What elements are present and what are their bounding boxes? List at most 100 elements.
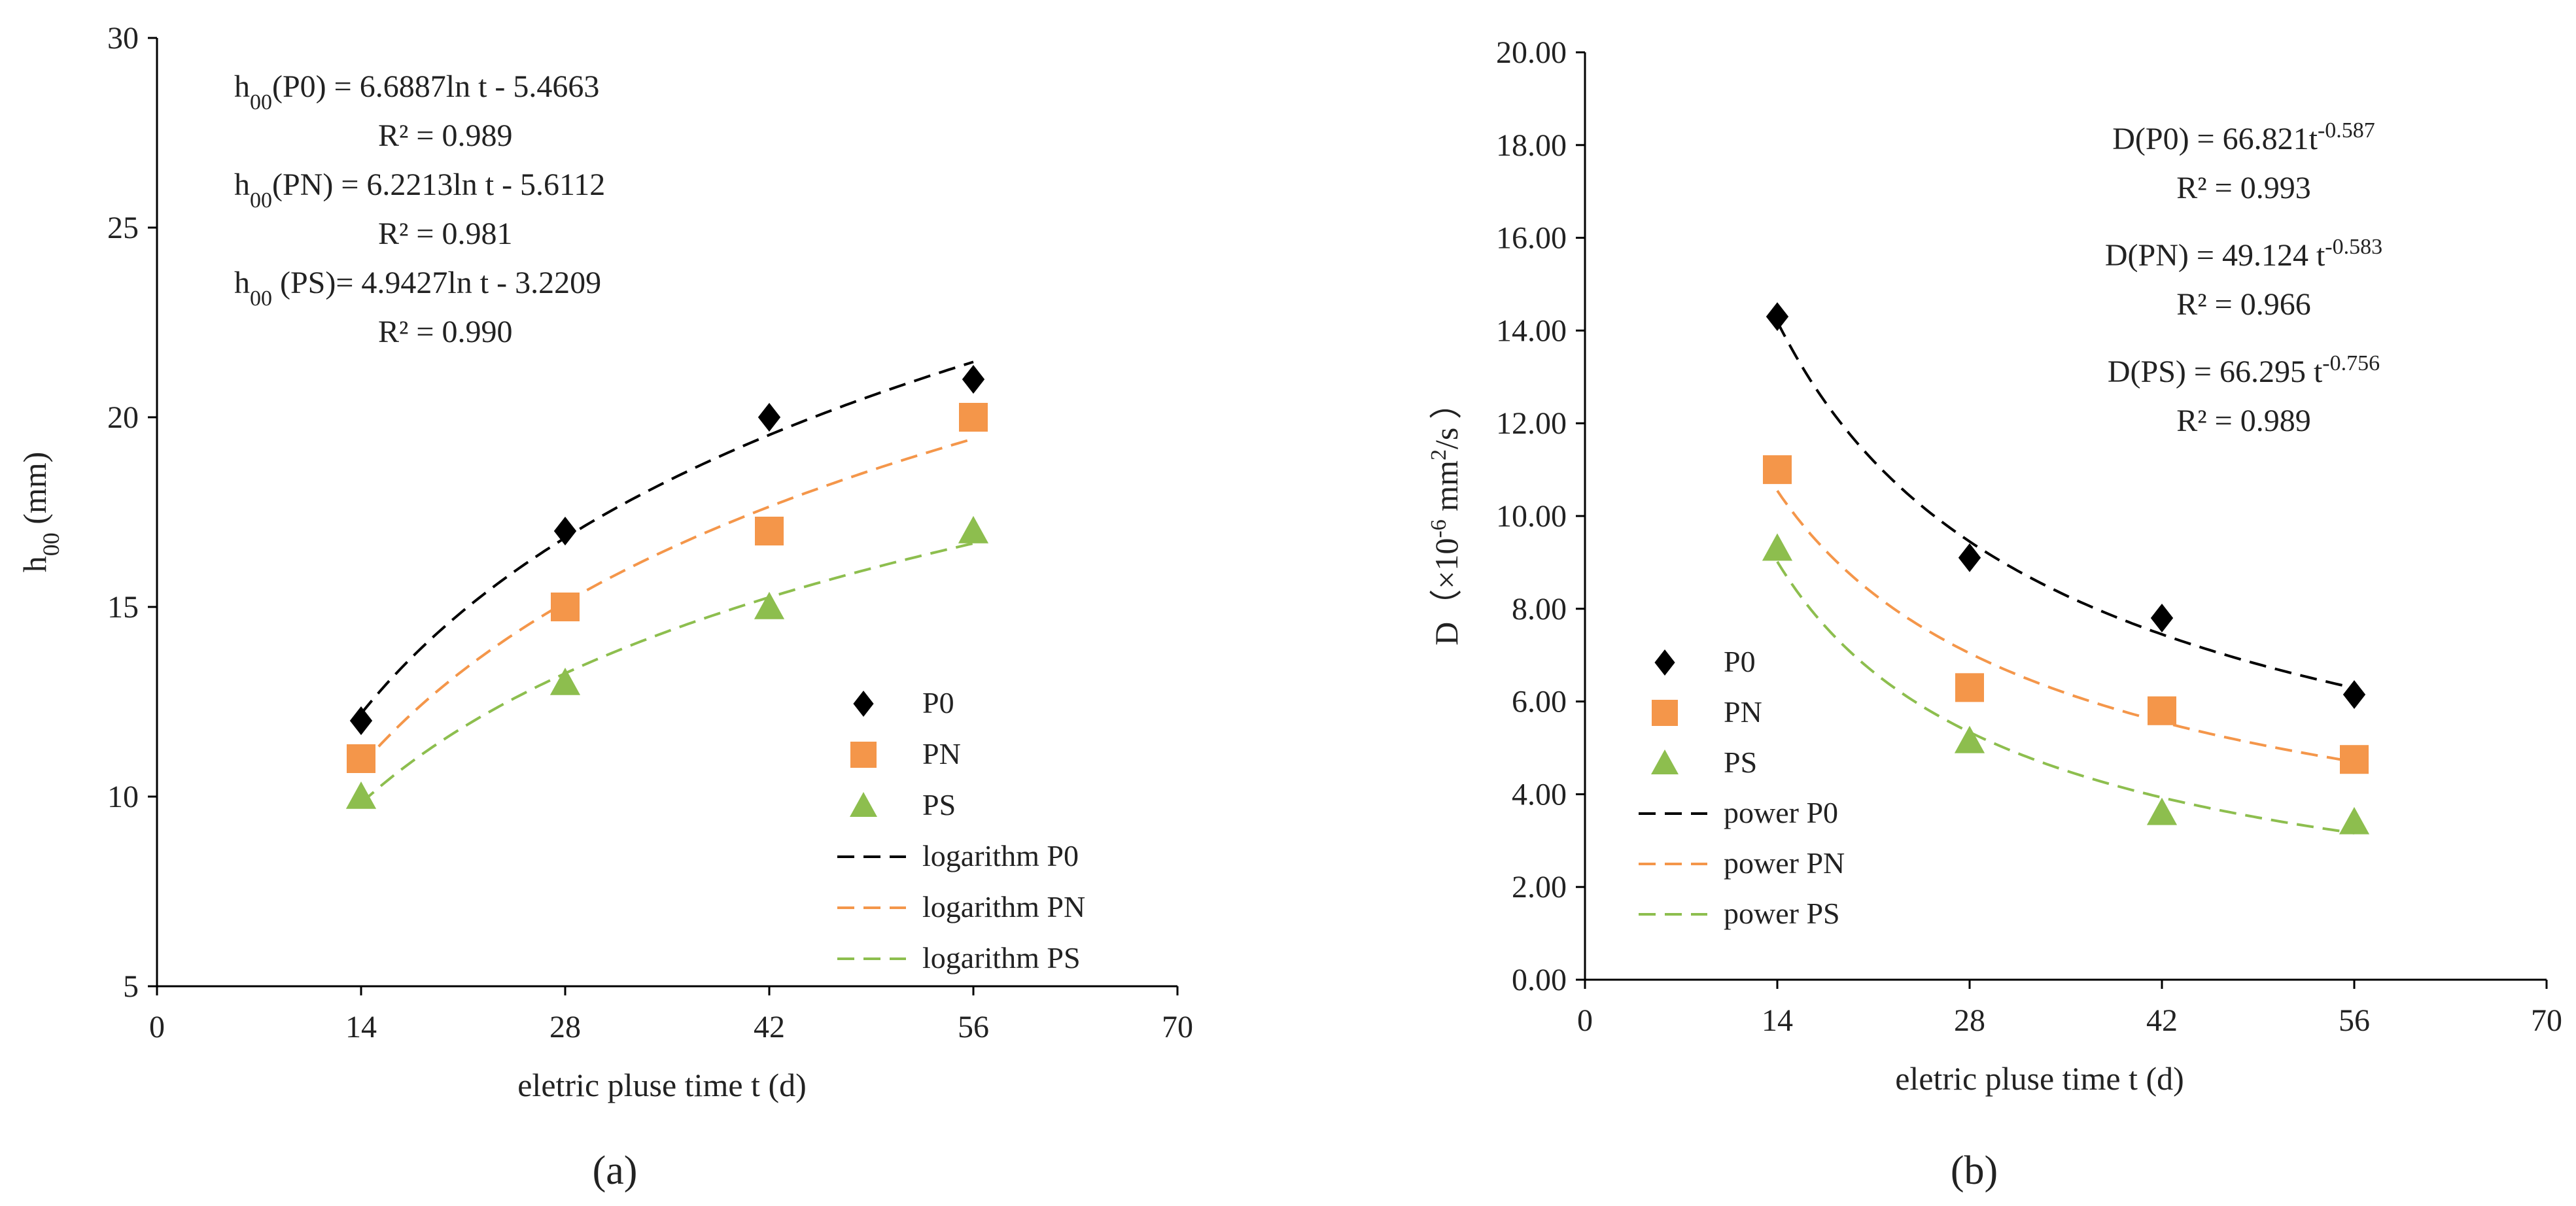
text-part: 00 <box>250 286 272 311</box>
y-tick-label: 8.00 <box>1512 592 1567 627</box>
text-part: -6 <box>1427 519 1451 538</box>
fit-r-squared: R² = 0.966 <box>2176 287 2310 322</box>
y-tick-label: 0.00 <box>1512 963 1567 997</box>
y-tick-label: 25 <box>107 211 139 245</box>
x-tick-label: 56 <box>2339 1003 2370 1038</box>
legend-label-pn: PN <box>1724 695 1762 729</box>
panel-label: (a) <box>593 1148 638 1193</box>
text-part: = 6.6887ln t - 5.4663 <box>326 69 600 104</box>
trendline-logarithm-ps <box>360 542 974 804</box>
text-part: = 6.2213ln t - 5.6112 <box>333 167 605 202</box>
legend-label-logarithm-ps: logarithm PS <box>922 941 1081 974</box>
fit-equation: h00(P0) = 6.6887ln t - 5.4663 <box>234 69 599 114</box>
y-tick-label: 30 <box>107 21 139 56</box>
y-tick-label: 14.00 <box>1496 313 1567 348</box>
text-part: = 4.9427ln t - 3.2209 <box>336 266 601 300</box>
x-tick-label: 56 <box>958 1010 989 1044</box>
trendline-power-pn <box>1776 490 2355 763</box>
legend-label-ps: PS <box>1724 746 1757 779</box>
text-part: mm <box>1428 460 1465 519</box>
legend-label-ps: PS <box>922 788 956 821</box>
text-part: (PN) <box>272 167 333 202</box>
data-point-p0 <box>1958 543 1981 572</box>
y-tick-label: 10.00 <box>1496 499 1567 534</box>
y-tick-label: 12.00 <box>1496 406 1567 441</box>
text-part: 2 <box>1427 449 1451 460</box>
x-tick-label: 14 <box>345 1010 377 1044</box>
data-point-pn <box>2148 696 2176 725</box>
y-tick-label: 4.00 <box>1512 777 1567 812</box>
x-tick-label: 0 <box>1577 1003 1593 1038</box>
fit-equation: D(P0) = 66.821t-0.587 <box>2112 118 2375 157</box>
fit-equation: D(PN) = 49.124 t-0.583 <box>2105 235 2382 273</box>
text-part: -0.756 <box>2322 351 2380 375</box>
text-part: D(P0) = 66.821t <box>2112 122 2318 156</box>
text-part: 00 <box>250 188 272 213</box>
fit-r-squared: R² = 0.981 <box>378 216 512 251</box>
legend-label-pn: PN <box>922 737 961 770</box>
data-point-p0 <box>2342 680 2366 709</box>
x-axis-label: eletric pluse time t (d) <box>1895 1060 2184 1097</box>
text-part: (PS) <box>272 266 336 300</box>
x-tick-label: 70 <box>1162 1010 1193 1044</box>
data-point-ps <box>345 781 377 809</box>
text-part: (mm) <box>16 452 53 533</box>
data-point-pn <box>2340 745 2369 774</box>
data-point-p0 <box>962 365 985 394</box>
x-tick-label: 14 <box>1762 1003 1793 1038</box>
panel-label: (b) <box>1951 1148 1998 1193</box>
y-tick-label: 6.00 <box>1512 685 1567 719</box>
data-point-pn <box>551 593 580 621</box>
y-tick-label: 5 <box>123 969 139 1004</box>
data-point-pn <box>347 744 375 773</box>
data-point-pn <box>1955 673 1984 702</box>
fit-r-squared: R² = 0.989 <box>2176 404 2310 438</box>
trendline-power-ps <box>1776 560 2355 835</box>
text-part: -0.583 <box>2325 235 2382 259</box>
data-point-ps <box>958 515 989 543</box>
data-point-ps <box>549 667 581 695</box>
legend-marker-p0 <box>853 691 874 717</box>
legend-label-power-pn: power PN <box>1724 846 1845 880</box>
y-tick-label: 18.00 <box>1496 128 1567 163</box>
y-tick-label: 20 <box>107 400 139 435</box>
data-point-pn <box>959 403 988 432</box>
x-tick-label: 28 <box>1954 1003 1985 1038</box>
data-point-ps <box>1762 533 1793 561</box>
chart-a-logarithmic-fit: 0 14 28 42 56 70 5 10 15 20 25 30 eletric pluse time… <box>16 21 1193 1193</box>
fit-r-squared: R² = 0.993 <box>2176 171 2310 205</box>
data-point-ps <box>2339 806 2370 835</box>
text-part: 00 <box>38 532 64 556</box>
text-part: D(PN) = 49.124 t <box>2105 238 2325 273</box>
x-tick-label: 0 <box>149 1010 165 1044</box>
y-tick-label: 10 <box>107 780 139 814</box>
text-part: -0.587 <box>2318 118 2375 143</box>
text-part: h <box>234 167 250 202</box>
x-tick-label: 28 <box>549 1010 581 1044</box>
legend-label-power-p0: power P0 <box>1724 796 1838 829</box>
x-tick-label: 42 <box>2146 1003 2178 1038</box>
text-part: (P0) <box>272 69 326 104</box>
legend-marker-ps <box>1651 749 1679 774</box>
trendline-power-p0 <box>1776 320 2355 689</box>
y-axis-label: h00 (mm) <box>16 452 64 573</box>
text-part: h <box>234 266 250 300</box>
data-point-ps <box>754 591 785 619</box>
chart-b-power-fit: 0 14 28 42 56 70 0.00 2.00 4.00 6.00 8.00 10.00 12.0… <box>1427 35 2563 1193</box>
text-part: h <box>234 69 250 104</box>
x-tick-label: 70 <box>2531 1003 2562 1038</box>
data-point-p0 <box>349 706 373 735</box>
legend-label-logarithm-pn: logarithm PN <box>922 890 1085 923</box>
data-point-ps <box>1954 725 1985 753</box>
data-point-pn <box>1763 455 1792 485</box>
text-part: D(PS) = 66.295 t <box>2108 354 2323 389</box>
legend-label-logarithm-p0: logarithm P0 <box>922 839 1079 872</box>
fit-equation: h00 (PS)= 4.9427ln t - 3.2209 <box>234 266 601 311</box>
fit-equation: D(PS) = 66.295 t-0.756 <box>2108 351 2380 390</box>
x-axis-label: eletric pluse time t (d) <box>517 1067 807 1103</box>
y-tick-label: 15 <box>107 590 139 625</box>
text-part: D（×10 <box>1428 538 1465 646</box>
data-point-p0 <box>1766 302 1789 332</box>
data-point-p0 <box>553 517 577 545</box>
x-tick-label: 42 <box>754 1010 785 1044</box>
